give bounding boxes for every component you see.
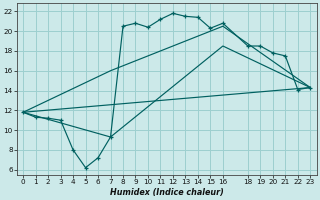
X-axis label: Humidex (Indice chaleur): Humidex (Indice chaleur) xyxy=(110,188,224,197)
